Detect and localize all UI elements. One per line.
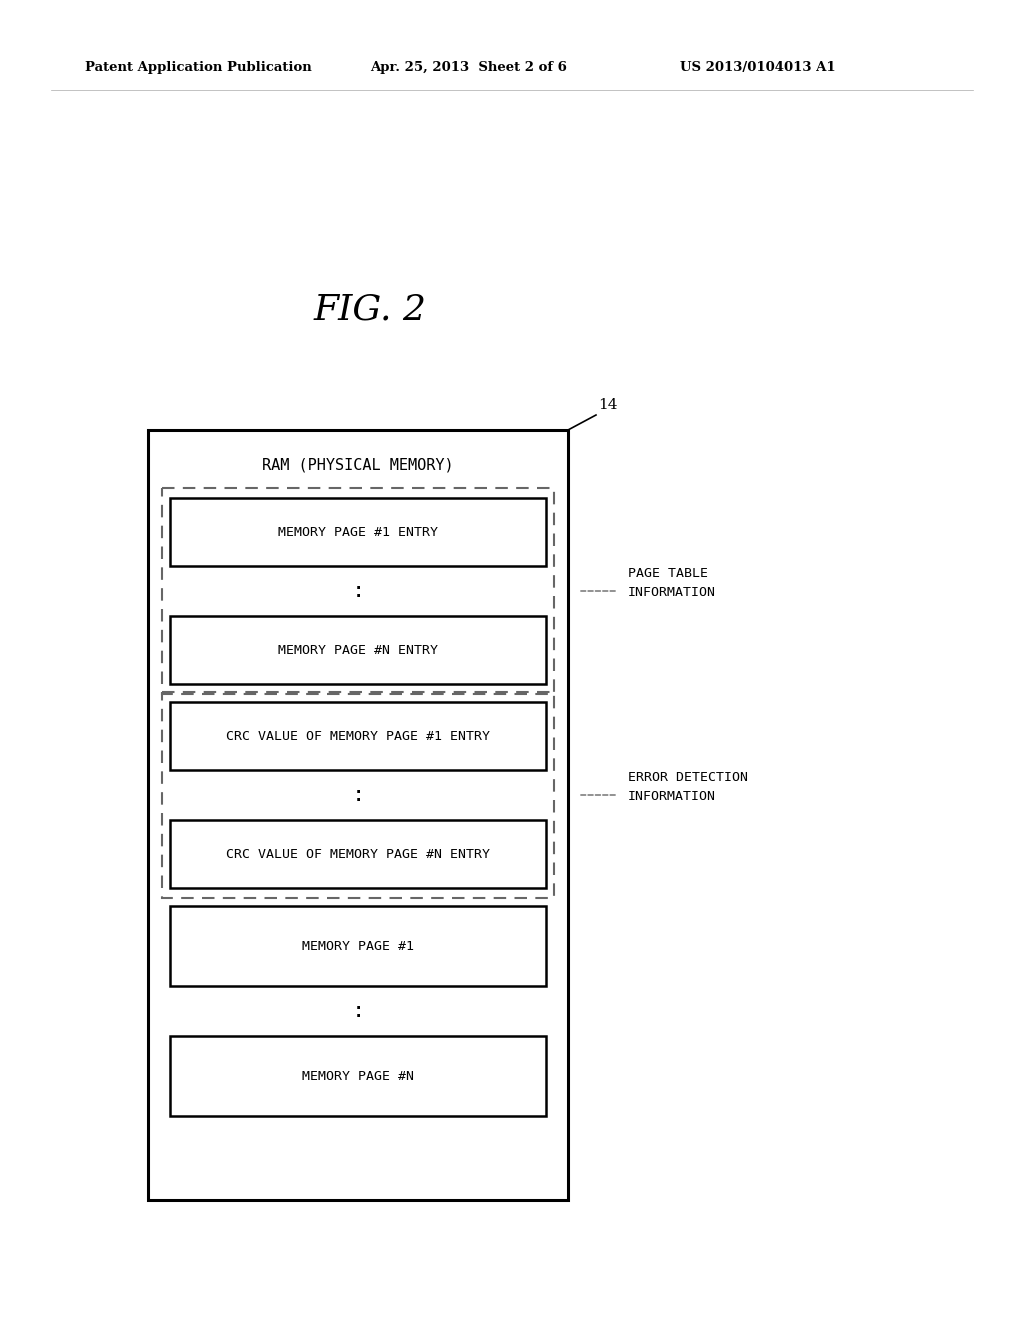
Text: MEMORY PAGE #N ENTRY: MEMORY PAGE #N ENTRY xyxy=(278,644,438,656)
Bar xyxy=(148,430,568,1200)
Text: MEMORY PAGE #N: MEMORY PAGE #N xyxy=(302,1069,414,1082)
Bar xyxy=(170,1036,546,1115)
Text: FIG. 2: FIG. 2 xyxy=(313,293,427,327)
Text: PAGE TABLE
INFORMATION: PAGE TABLE INFORMATION xyxy=(628,568,716,599)
Bar xyxy=(170,702,546,770)
Text: MEMORY PAGE #1 ENTRY: MEMORY PAGE #1 ENTRY xyxy=(278,525,438,539)
Text: CRC VALUE OF MEMORY PAGE #1 ENTRY: CRC VALUE OF MEMORY PAGE #1 ENTRY xyxy=(226,730,490,742)
Text: CRC VALUE OF MEMORY PAGE #N ENTRY: CRC VALUE OF MEMORY PAGE #N ENTRY xyxy=(226,847,490,861)
Text: Apr. 25, 2013  Sheet 2 of 6: Apr. 25, 2013 Sheet 2 of 6 xyxy=(370,62,567,74)
Text: :: : xyxy=(351,785,365,805)
Text: :: : xyxy=(351,1001,365,1020)
Text: MEMORY PAGE #1: MEMORY PAGE #1 xyxy=(302,940,414,953)
Text: RAM (PHYSICAL MEMORY): RAM (PHYSICAL MEMORY) xyxy=(262,458,454,473)
Text: US 2013/0104013 A1: US 2013/0104013 A1 xyxy=(680,62,836,74)
Bar xyxy=(170,906,546,986)
Text: Patent Application Publication: Patent Application Publication xyxy=(85,62,311,74)
Bar xyxy=(170,616,546,684)
Bar xyxy=(162,692,554,898)
Text: 14: 14 xyxy=(598,399,617,412)
Bar xyxy=(162,488,554,694)
Text: ERROR DETECTION
INFORMATION: ERROR DETECTION INFORMATION xyxy=(628,771,748,803)
Bar xyxy=(170,820,546,888)
Bar xyxy=(170,498,546,566)
Text: :: : xyxy=(351,581,365,601)
